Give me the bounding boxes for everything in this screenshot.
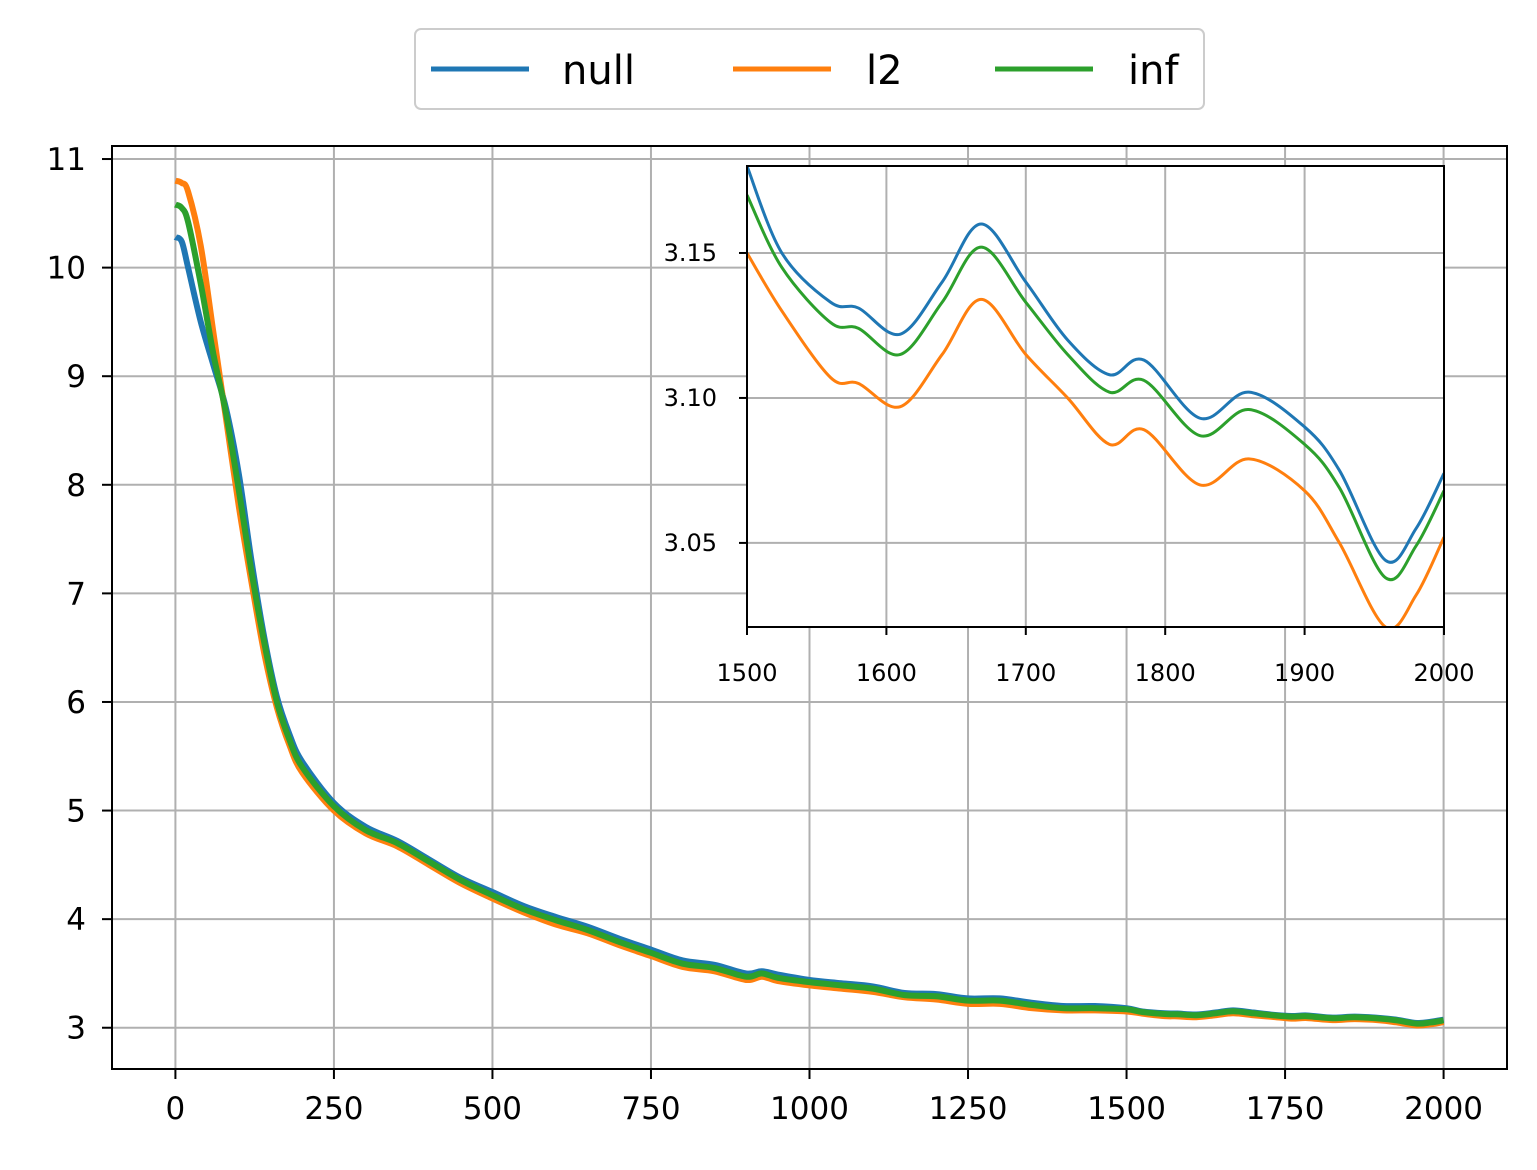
main-y-tick-label: 3 <box>66 1011 86 1047</box>
main-y-tick-label: 9 <box>66 359 86 395</box>
main-y-tick-label: 10 <box>47 251 86 287</box>
inset-y-tick-label: 3.10 <box>664 384 717 412</box>
main-y-tick-label: 11 <box>47 142 86 178</box>
main-x-tick-label: 2000 <box>1404 1091 1483 1127</box>
inset-x-tick-label: 1900 <box>1274 659 1335 687</box>
legend-label-l2: l2 <box>866 48 903 94</box>
main-y-tick-label: 4 <box>66 902 86 938</box>
inset-x-tick-label: 1600 <box>856 659 917 687</box>
main-x-tick-label: 1000 <box>770 1091 849 1127</box>
legend-label-null: null <box>562 48 635 94</box>
main-x-tick-label: 1500 <box>1087 1091 1166 1127</box>
main-x-tick-label: 1750 <box>1246 1091 1325 1127</box>
inset-x-tick-label: 1500 <box>716 659 777 687</box>
main-y-tick-label: 6 <box>66 685 86 721</box>
legend: null l2 inf <box>414 28 1205 110</box>
main-x-tick-label: 1250 <box>929 1091 1008 1127</box>
main-x-axis: 0 250 500 750 1000 1250 1500 1750 2000 <box>166 1069 1483 1127</box>
inset-y-tick-label: 3.05 <box>664 529 717 557</box>
main-y-tick-label: 5 <box>66 794 86 830</box>
inset-series-lines <box>747 166 1444 627</box>
inset-x-tick-label: 2000 <box>1413 659 1474 687</box>
main-y-axis: 3 4 5 6 7 8 9 10 11 <box>47 142 112 1047</box>
inset-series-line-l2 <box>747 252 1444 627</box>
main-x-tick-label: 500 <box>463 1091 522 1127</box>
inset-x-tick-label: 1800 <box>1135 659 1196 687</box>
inset-series-line-inf <box>747 194 1444 582</box>
main-x-tick-label: 250 <box>304 1091 363 1127</box>
inset-plot-frame <box>746 165 1445 628</box>
main-series-lines <box>173 177 1445 1029</box>
main-x-tick-label: 750 <box>621 1091 680 1127</box>
inset-x-tick-label: 1700 <box>995 659 1056 687</box>
inset-series-line-null <box>747 166 1444 564</box>
main-series-line-inf <box>174 201 1445 1027</box>
inset-y-axis: 3.05 3.10 3.15 <box>664 239 747 557</box>
inset-y-tick-label: 3.15 <box>664 239 717 267</box>
inset-plot: 1500 1600 1700 1800 1900 2000 3.05 3.10 3.15 <box>664 165 1475 687</box>
main-y-tick-label: 7 <box>66 576 86 612</box>
main-y-tick-label: 8 <box>66 468 86 504</box>
legend-label-inf: inf <box>1128 48 1179 94</box>
main-x-tick-label: 0 <box>166 1091 186 1127</box>
inset-plot-area <box>747 166 1444 627</box>
inset-x-axis: 1500 1600 1700 1800 1900 2000 <box>716 627 1475 687</box>
